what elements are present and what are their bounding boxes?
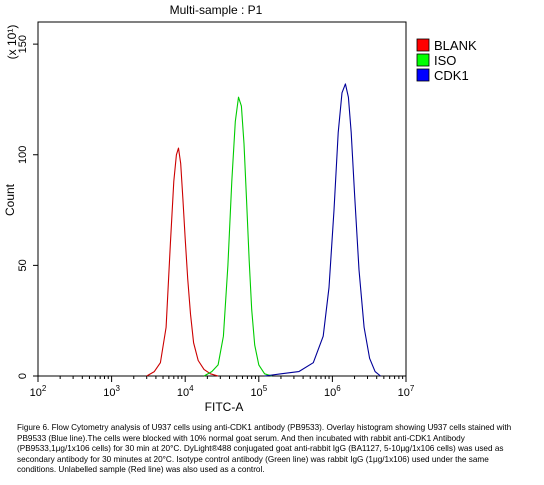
legend-label-iso: ISO bbox=[434, 53, 456, 68]
legend-swatch-iso bbox=[416, 53, 430, 67]
x-tick-label: 105 bbox=[250, 384, 267, 399]
chart-title: Multi-sample : P1 bbox=[170, 3, 263, 17]
figure-caption: Figure 6. Flow Cytometry analysis of U93… bbox=[17, 423, 512, 475]
legend-label-blank: BLANK bbox=[434, 38, 477, 53]
x-tick-label: 102 bbox=[30, 384, 47, 399]
y-axis: 0 50 100 150 bbox=[17, 35, 38, 379]
x-tick-label: 104 bbox=[177, 384, 194, 399]
x-tick-label: 106 bbox=[324, 384, 341, 399]
x-axis: 102 103 104 105 106 107 bbox=[30, 376, 415, 399]
series-lines bbox=[146, 83, 381, 377]
series-line-cdk1 bbox=[264, 83, 381, 377]
series-line-iso bbox=[203, 96, 272, 377]
series-line-blank bbox=[146, 147, 219, 377]
flow-cytometry-histogram: Multi-sample : P1 (x 10¹) Count FITC-A 0… bbox=[3, 3, 477, 414]
plot-frame bbox=[37, 21, 407, 377]
y-axis-title: Count bbox=[3, 183, 17, 216]
x-axis-title: FITC-A bbox=[205, 400, 244, 414]
x-tick-label: 107 bbox=[398, 384, 415, 399]
legend-swatch-blank bbox=[416, 38, 430, 52]
y-tick-label: 0 bbox=[17, 373, 29, 379]
legend-label-cdk1: CDK1 bbox=[434, 68, 469, 83]
y-tick-label: 150 bbox=[17, 35, 29, 53]
y-multiplier-label: (x 10¹) bbox=[5, 25, 19, 60]
y-tick-label: 50 bbox=[17, 259, 29, 271]
x-tick-label: 103 bbox=[103, 384, 120, 399]
y-tick-label: 100 bbox=[17, 146, 29, 164]
legend-swatch-cdk1 bbox=[416, 68, 430, 82]
